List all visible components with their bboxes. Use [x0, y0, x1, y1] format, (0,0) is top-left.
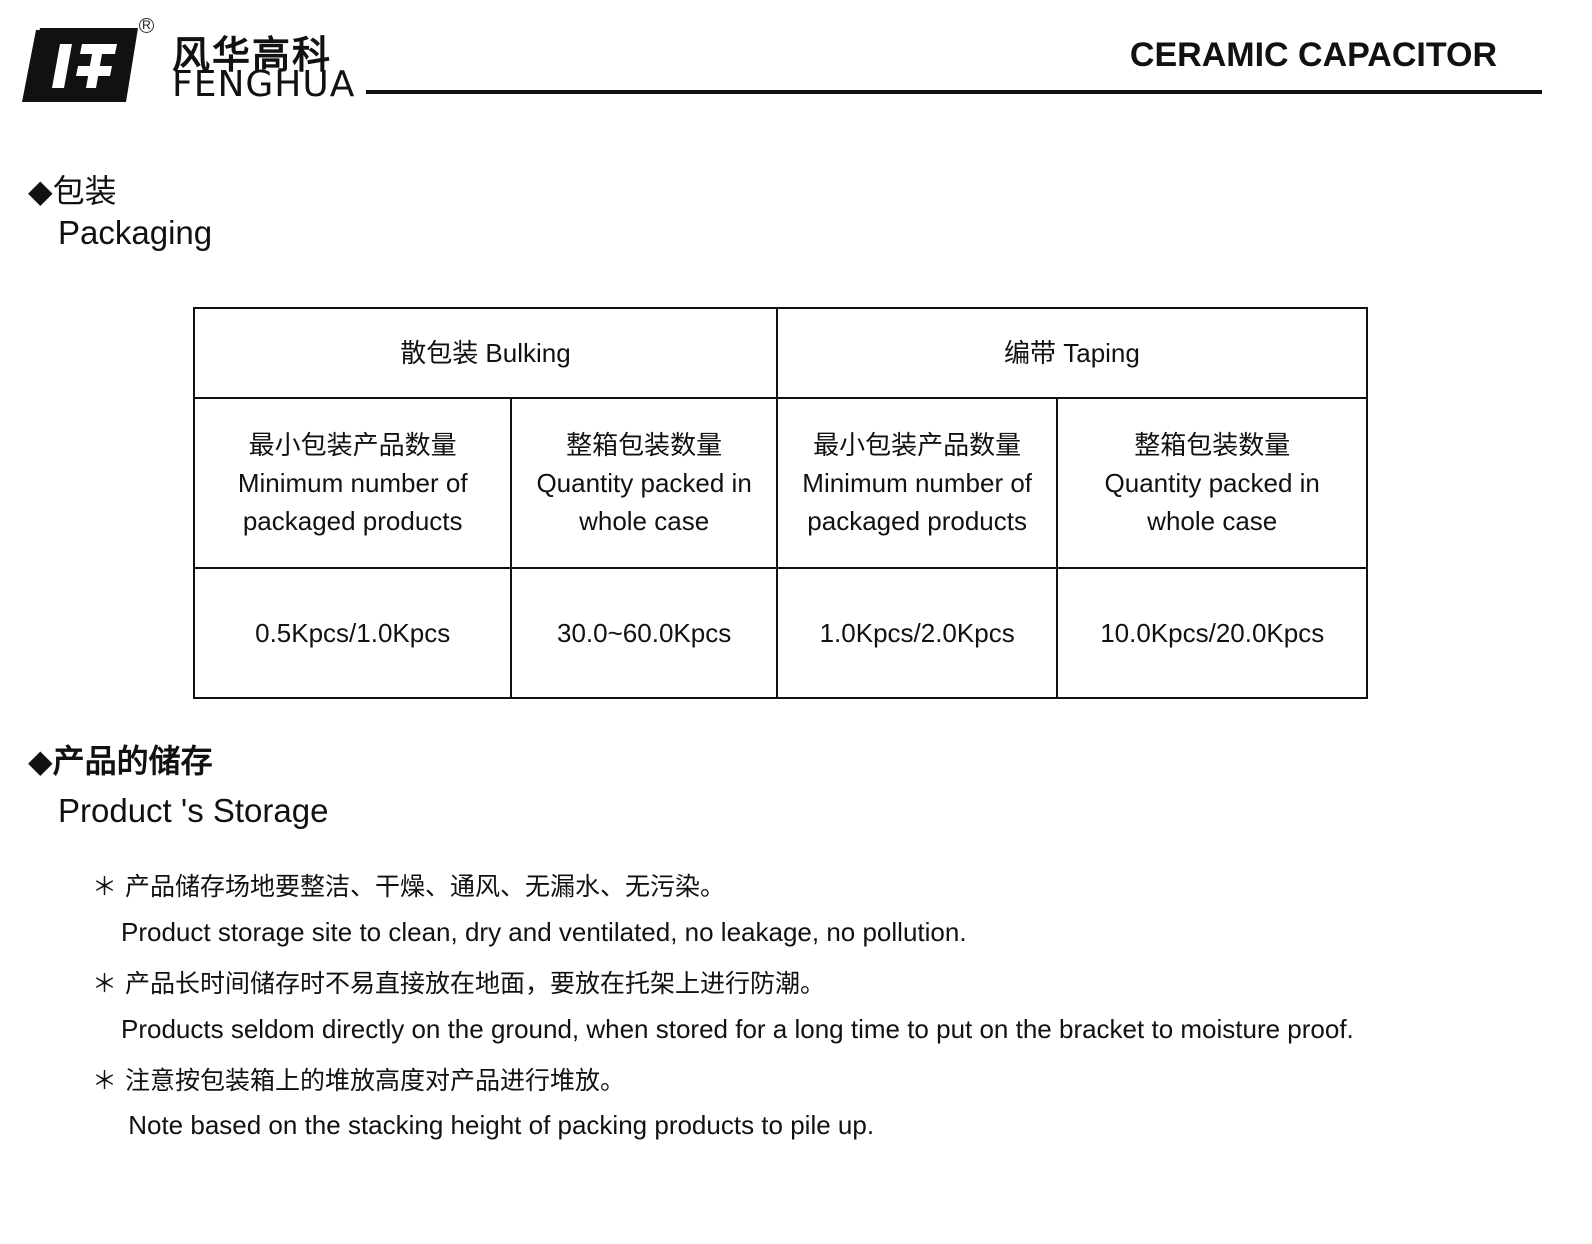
- column-header: 整箱包装数量 Quantity packed in whole case: [510, 397, 778, 569]
- group-header-taping: 编带 Taping: [775, 307, 1369, 399]
- logo-chinese-text: 风华高科: [172, 33, 333, 77]
- logo-english-text: FENGHUA: [172, 64, 356, 105]
- storage-note-cn: ＊ 产品储存场地要整洁、干燥、通风、无漏水、无污染。: [92, 872, 725, 901]
- document-title: CERAMIC CAPACITOR: [1129, 36, 1497, 74]
- registered-mark: R: [139, 18, 154, 33]
- table-cell: 30.0~60.0Kpcs: [510, 567, 778, 699]
- table-cell: 1.0Kpcs/2.0Kpcs: [775, 567, 1059, 699]
- table-header-row: 最小包装产品数量 Minimum number of packaged produc…: [192, 397, 1368, 569]
- table-group-row: 散包装 Bulking 编带 Taping: [193, 307, 1369, 399]
- column-header: 最小包装产品数量 Minimum number of packaged produc…: [775, 397, 1059, 569]
- fenghua-logo-icon: [22, 26, 140, 109]
- storage-heading-cn: ◆产品的储存: [28, 742, 213, 780]
- header-divider: [366, 90, 1542, 94]
- column-header: 整箱包装数量 Quantity packed in whole case: [1056, 397, 1368, 569]
- packaging-heading-en: Packaging: [58, 214, 213, 251]
- table-cell: 10.0Kpcs/20.0Kpcs: [1056, 567, 1368, 699]
- table-cell: 0.5Kpcs/1.0Kpcs: [192, 567, 513, 699]
- table-row: 0.5Kpcs/1.0Kpcs 30.0~60.0Kpcs 1.0Kpcs/2.…: [192, 567, 1368, 699]
- storage-note-en: Products seldom directly on the ground, …: [121, 1014, 1354, 1044]
- storage-note-en: Product storage site to clean, dry and v…: [121, 917, 967, 947]
- packaging-table: 散包装 Bulking 编带 Taping 最小包装产品数量 Minimum nu…: [192, 307, 1369, 699]
- column-header: 最小包装产品数量 Minimum number of packaged produc…: [192, 397, 513, 569]
- storage-heading-en: Product 's Storage: [58, 792, 329, 829]
- storage-note-cn: ＊ 产品长时间储存时不易直接放在地面，要放在托架上进行防潮。: [92, 969, 825, 998]
- packaging-heading-cn: ◆包装: [28, 172, 117, 210]
- group-header-bulking: 散包装 Bulking: [193, 307, 778, 399]
- storage-note-cn: ＊ 注意按包装箱上的堆放高度对产品进行堆放。: [92, 1066, 625, 1095]
- storage-note-en: Note based on the stacking height of pac…: [121, 1110, 875, 1140]
